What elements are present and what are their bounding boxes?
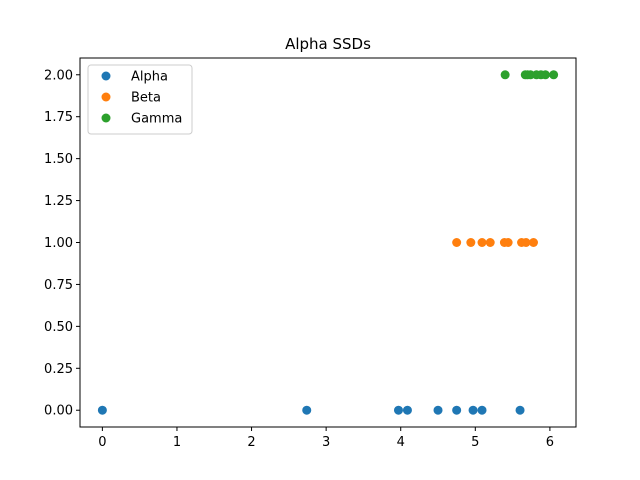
point-beta — [528, 238, 538, 247]
point-alpha — [452, 405, 462, 415]
x-tick-label: 5 — [471, 435, 479, 450]
point-gamma — [549, 70, 559, 80]
point-gamma — [540, 70, 550, 80]
point-beta — [485, 238, 495, 247]
y-tick-label: 1.75 — [44, 110, 73, 125]
x-tick-label: 0 — [98, 435, 106, 450]
point-alpha — [393, 405, 403, 415]
legend-marker-alpha — [101, 71, 111, 81]
point-alpha — [97, 405, 107, 415]
x-tick-label: 6 — [546, 435, 554, 450]
y-tick-label: 1.50 — [44, 152, 73, 167]
point-alpha — [302, 405, 312, 415]
legend-label-beta: Beta — [131, 91, 161, 106]
point-alpha — [468, 405, 478, 415]
x-tick-label: 3 — [322, 435, 330, 450]
point-beta — [521, 238, 531, 247]
x-tick-label: 2 — [247, 435, 255, 450]
chart-title: Alpha SSDs — [285, 35, 371, 53]
point-alpha — [433, 405, 443, 415]
point-beta — [477, 238, 487, 247]
point-beta — [466, 238, 476, 247]
y-tick-label: 1.25 — [44, 194, 73, 209]
legend: Alpha Beta Gamma — [87, 64, 193, 135]
point-beta — [452, 238, 462, 247]
x-tick-label: 1 — [173, 435, 181, 450]
y-tick-label: 0.75 — [44, 278, 73, 293]
point-alpha — [515, 405, 525, 415]
legend-label-alpha: Alpha — [131, 70, 168, 85]
x-tick-label: 4 — [397, 435, 405, 450]
data-points — [97, 70, 559, 415]
legend-label-gamma: Gamma — [131, 112, 182, 127]
y-tick-label: 0.00 — [44, 404, 73, 419]
point-alpha — [477, 405, 487, 415]
y-tick-label: 1.00 — [44, 236, 73, 251]
point-beta — [503, 238, 513, 247]
legend-marker-beta — [101, 92, 111, 102]
x-axis: 0 1 2 3 4 5 6 — [98, 427, 554, 450]
y-axis: 0.00 0.25 0.50 0.75 1.00 1.25 1.50 1.75 2.00 — [44, 68, 80, 419]
y-tick-label: 0.50 — [44, 320, 73, 335]
point-alpha — [402, 405, 412, 415]
y-tick-label: 2.00 — [44, 68, 73, 83]
point-gamma — [500, 70, 510, 80]
y-tick-label: 0.25 — [44, 362, 73, 377]
legend-marker-gamma — [101, 113, 111, 123]
legend-box — [87, 64, 193, 135]
